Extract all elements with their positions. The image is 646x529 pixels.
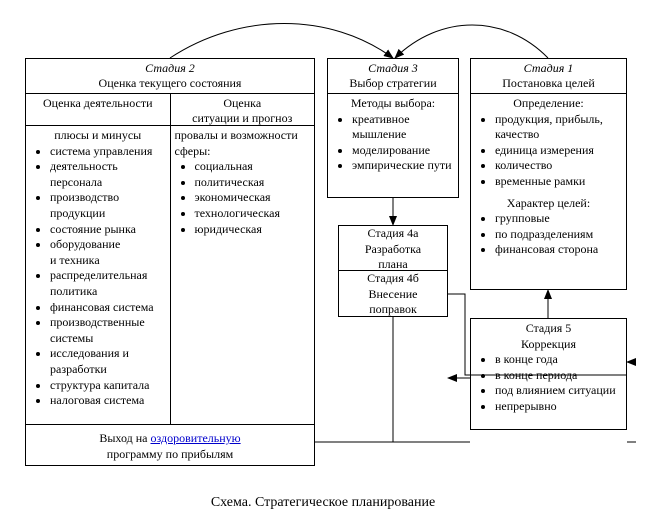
diagram-caption: Схема. Стратегическое планирование <box>0 495 646 511</box>
stage-1-title: Постановка целей <box>502 76 595 90</box>
list-item: социальная <box>195 159 311 175</box>
list-item: финансовая система <box>50 300 166 316</box>
stage-2-footer-a: Выход на <box>99 431 150 445</box>
stage-2-footer: Выход на оздоровительную программу по пр… <box>26 424 314 468</box>
list-item: в конце периода <box>495 368 622 384</box>
stage-2-right-title: Оценка ситуации и прогноз <box>171 94 315 126</box>
stage-2-left-lead: плюсы и минусы <box>30 128 166 144</box>
stage-2-header: Стадия 2 Оценка текущего состояния <box>26 59 314 94</box>
stage-2-right-body: провалы и возмож­ности сферы: социальная… <box>171 126 315 241</box>
stage-2-right-lead: провалы и возмож­ности сферы: <box>175 128 311 159</box>
stage-3-header: Стадия 3 Выбор стратегии <box>328 59 458 94</box>
list-item: по подразделениям <box>495 227 622 243</box>
list-item: финансовая сторона <box>495 242 622 258</box>
stage-4b-box: Стадия 4б Внесение поправок <box>338 271 448 317</box>
stage-4b-l1: Стадия 4б <box>367 271 419 285</box>
list-item: структура капитала <box>50 378 166 394</box>
stage-1-body: Определение: продукция, прибыль, качеств… <box>471 94 626 262</box>
list-item: в конце года <box>495 352 622 368</box>
stage-2-box: Стадия 2 Оценка текущего состояния Оценк… <box>25 58 315 466</box>
stage-2-number: Стадия 2 <box>145 61 195 75</box>
stage-4a-l2: Разработка <box>365 242 421 256</box>
stage-2-footer-b: программу по прибылям <box>107 447 233 461</box>
stage-4b-l2: Внесение <box>368 287 417 301</box>
stage-3-list: креативное мышлениемоделированиеэмпириче… <box>332 112 454 174</box>
stage-1-box: Стадия 1 Постановка целей Определение: п… <box>470 58 627 290</box>
list-item: юридическая <box>195 222 311 238</box>
stage-2-left-body: плюсы и минусы система управлениядеятель… <box>26 126 170 413</box>
stage-4a-l3: плана <box>378 257 407 271</box>
stage-2-left-title: Оценка деятельности <box>26 94 170 126</box>
list-item: временные рамки <box>495 174 622 190</box>
list-item: групповые <box>495 211 622 227</box>
list-item: под влиянием ситуации <box>495 383 622 399</box>
stage-5-l1: Стадия 5 <box>475 321 622 337</box>
list-item: производство продукции <box>50 190 166 221</box>
list-item: исследования и разработки <box>50 346 166 377</box>
list-item: оборудование и техника <box>50 237 166 268</box>
stage-3-sub: Методы выбора: <box>332 96 454 112</box>
list-item: эмпирические пути <box>352 158 454 174</box>
stage-5-l2: Коррекция <box>475 337 622 353</box>
stage-5-box: Стадия 5 Коррекция в конце годав конце п… <box>470 318 627 430</box>
list-item: деятельность персонала <box>50 159 166 190</box>
stage-5-body: Стадия 5 Коррекция в конце годав конце п… <box>471 319 626 419</box>
stage-3-number: Стадия 3 <box>368 61 418 75</box>
stage-1-sub2: Характер целей: <box>475 196 622 212</box>
list-item: креативное мышление <box>352 112 454 143</box>
stage-4b-l3: поправок <box>369 302 417 316</box>
stage-2-right-list: социальнаяполитическаяэкономическаятехно… <box>175 159 311 237</box>
list-item: непрерывно <box>495 399 622 415</box>
list-item: налоговая система <box>50 393 166 409</box>
stage-5-list: в конце годав конце периодапод влиянием … <box>475 352 622 414</box>
list-item: продукция, прибыль, качество <box>495 112 622 143</box>
list-item: система управления <box>50 144 166 160</box>
stage-3-box: Стадия 3 Выбор стратегии Методы выбора: … <box>327 58 459 198</box>
list-item: политическая <box>195 175 311 191</box>
stage-3-body: Методы выбора: креативное мышлениемодели… <box>328 94 458 178</box>
stage-2-left-list: система управлениядеятельность персонала… <box>30 144 166 409</box>
list-item: моделирование <box>352 143 454 159</box>
stage-1-list1: продукция, прибыль, качествоединица изме… <box>475 112 622 190</box>
stage-1-header: Стадия 1 Постановка целей <box>471 59 626 94</box>
stage-2-title: Оценка текущего состояния <box>99 76 242 90</box>
list-item: состояние рынка <box>50 222 166 238</box>
arrow <box>395 25 548 58</box>
list-item: единица измерения <box>495 143 622 159</box>
list-item: технологическая <box>195 206 311 222</box>
list-item: количество <box>495 158 622 174</box>
stage-2-footer-link: оздоровительную <box>150 431 240 445</box>
list-item: производственные системы <box>50 315 166 346</box>
arrow <box>170 24 393 59</box>
stage-3-title: Выбор стратегии <box>349 76 436 90</box>
stage-2-right-col: Оценка ситуации и прогноз провалы и возм… <box>170 94 315 424</box>
stage-4a-body: Стадия 4а Разработка плана <box>339 226 447 277</box>
list-item: экономическая <box>195 190 311 206</box>
stage-1-number: Стадия 1 <box>524 61 574 75</box>
stage-1-list2: групповыепо подразделениямфинансовая сто… <box>475 211 622 258</box>
stage-4a-l1: Стадия 4а <box>368 226 419 240</box>
stage-4a-box: Стадия 4а Разработка плана <box>338 225 448 271</box>
list-item: распределительная политика <box>50 268 166 299</box>
stage-2-left-col: Оценка деятельности плюсы и минусы систе… <box>26 94 170 424</box>
stage-1-sub1: Определение: <box>475 96 622 112</box>
stage-2-columns: Оценка деятельности плюсы и минусы систе… <box>26 94 314 424</box>
stage-4b-body: Стадия 4б Внесение поправок <box>339 271 447 322</box>
